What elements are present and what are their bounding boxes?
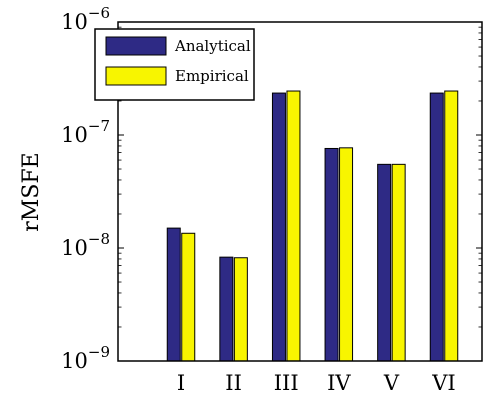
legend-swatch-empirical [105,66,167,86]
bar-analytical-v [377,163,392,362]
legend-label-analytical: Analytical [174,37,251,55]
x-tick-label-iii: III [274,371,299,395]
y-tick-label: 10−7 [61,117,110,147]
x-tick-label-v: V [383,371,400,395]
legend-label-empirical: Empirical [175,67,249,85]
bar-analytical-i [166,227,181,362]
y-tick-label: 10−8 [61,230,110,260]
bar-empirical-iii [286,90,301,362]
bar-empirical-i [181,232,196,362]
x-tick-label-ii: II [225,371,242,395]
x-tick-label-iv: IV [327,371,351,395]
bar-analytical-iv [324,147,339,362]
bar-analytical-ii [219,256,234,362]
bars-group [166,90,459,362]
legend-swatch-analytical [105,36,167,56]
legend: Analytical Empirical [94,28,255,101]
bar-analytical-iii [271,92,286,362]
bar-empirical-iv [339,147,354,362]
x-tick-label-vi: VI [431,371,455,395]
plot-frame [117,21,483,362]
y-axis-title: rMSFE [19,152,44,231]
x-tick-label-i: I [177,371,185,395]
bar-empirical-vi [444,90,459,362]
y-tick-label: 10−9 [61,343,110,373]
bar-empirical-ii [233,257,248,362]
y-tick-label: 10−6 [61,4,110,34]
bar-empirical-v [391,163,406,362]
bar-analytical-vi [429,92,444,362]
